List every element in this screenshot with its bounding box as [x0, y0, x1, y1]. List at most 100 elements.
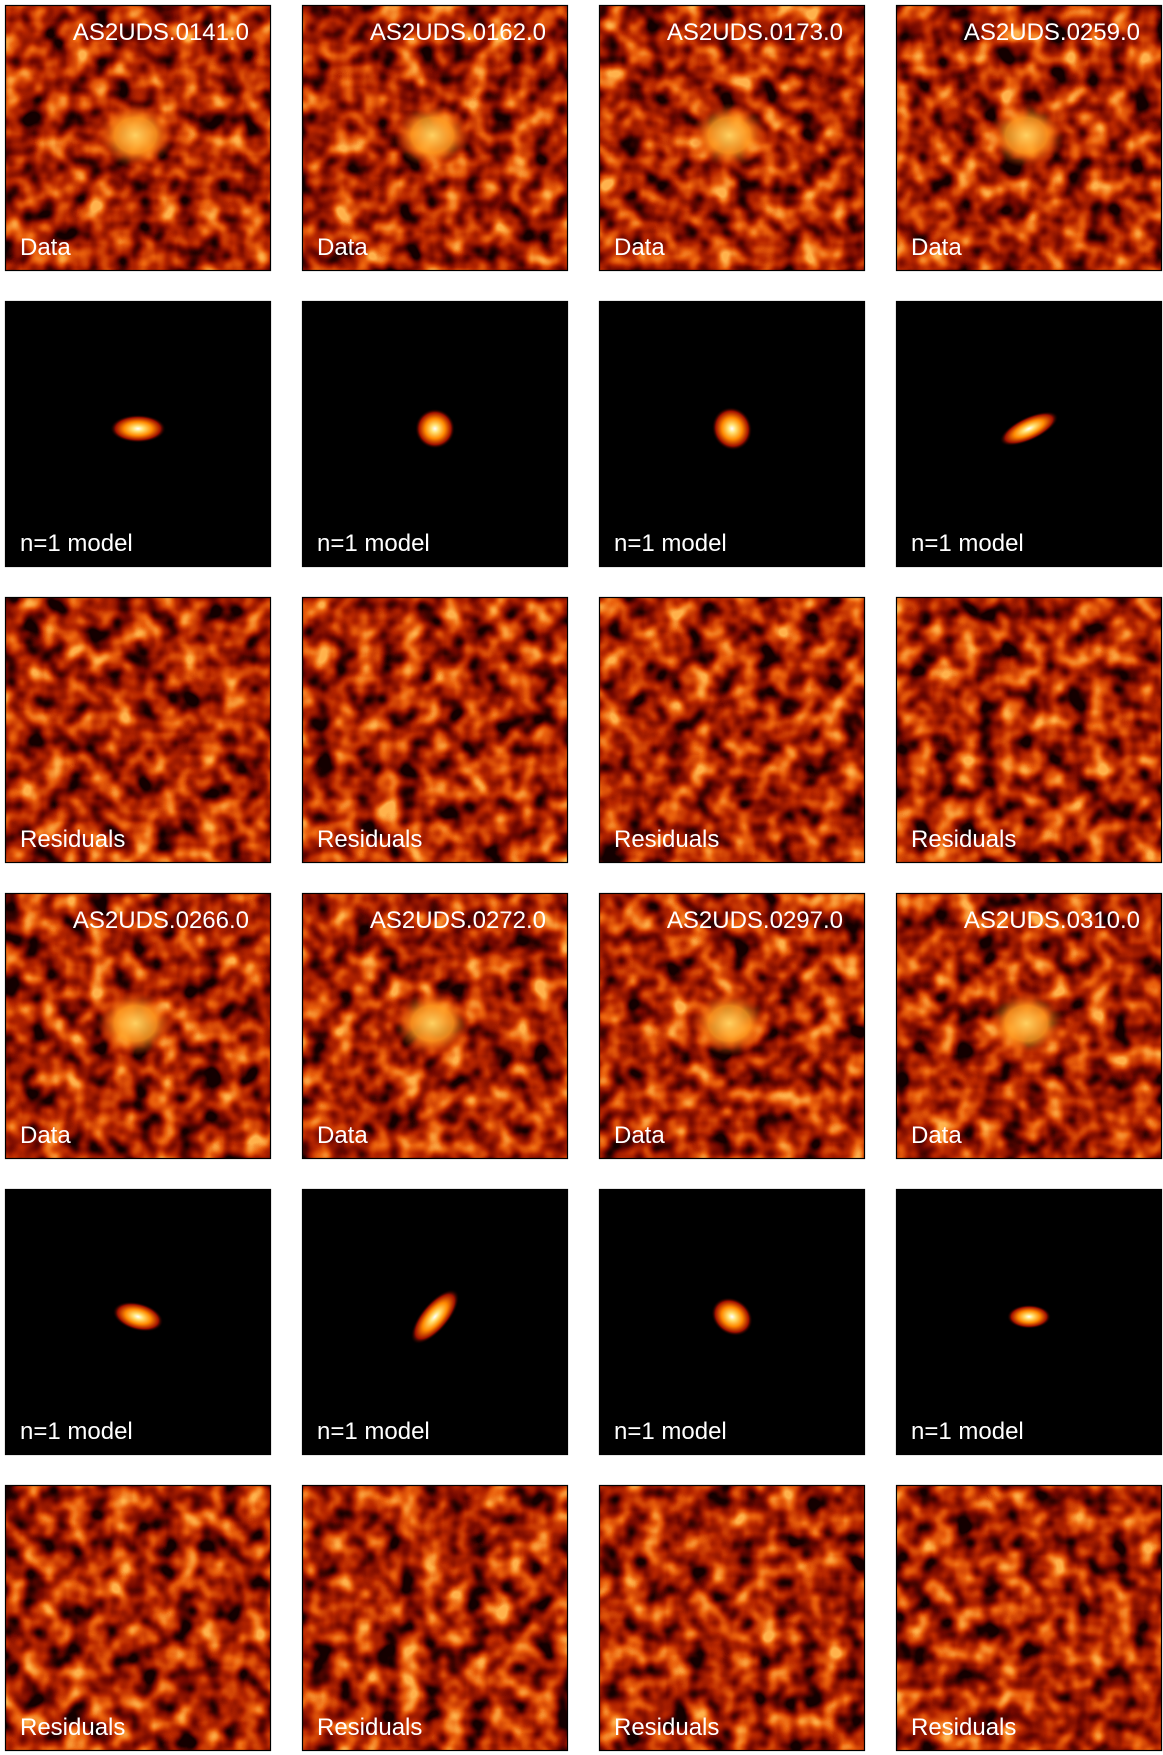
panel-label: n=1 model — [614, 530, 727, 557]
panel-label: Data — [317, 1122, 368, 1149]
panel-frame — [598, 1484, 866, 1752]
source-name: AS2UDS.0141.0 — [73, 19, 249, 46]
panel: AS2UDS.0259.0 Data — [895, 4, 1163, 272]
panel: AS2UDS.0272.0 Data — [301, 892, 569, 1160]
panel: Residuals — [598, 596, 866, 864]
panel-frame — [895, 4, 1163, 272]
panel-label: Residuals — [20, 1714, 125, 1741]
source-blob — [394, 103, 471, 168]
panel: n=1 model — [4, 1188, 272, 1456]
source-blob — [394, 991, 471, 1056]
panel-frame — [895, 596, 1163, 864]
panel: Residuals — [4, 1484, 272, 1752]
panel: n=1 model — [598, 300, 866, 568]
panel: Residuals — [895, 596, 1163, 864]
panel-label: n=1 model — [911, 1418, 1024, 1445]
model-source — [410, 1289, 460, 1345]
panel-label: Data — [911, 234, 962, 261]
panel-frame — [301, 1484, 569, 1752]
panel: AS2UDS.0310.0 Data — [895, 892, 1163, 1160]
residual-image — [599, 1485, 865, 1751]
panel-frame — [895, 300, 1163, 568]
panel-label: Residuals — [20, 826, 125, 853]
source-name: AS2UDS.0173.0 — [667, 19, 843, 46]
source-name: AS2UDS.0297.0 — [667, 907, 843, 934]
panel-label: Residuals — [317, 1714, 422, 1741]
source-name: AS2UDS.0266.0 — [73, 907, 249, 934]
panel-frame — [301, 300, 569, 568]
panel-frame — [598, 4, 866, 272]
panel-label: n=1 model — [20, 1418, 133, 1445]
panel-frame — [301, 1188, 569, 1456]
panel-frame — [4, 300, 272, 568]
source-blob — [988, 991, 1065, 1056]
panel-label: n=1 model — [614, 1418, 727, 1445]
model-source — [415, 408, 455, 449]
panel-label: Residuals — [317, 826, 422, 853]
model-source — [711, 1297, 753, 1337]
source-name: AS2UDS.0259.0 — [964, 19, 1140, 46]
panel: Residuals — [4, 596, 272, 864]
panel: n=1 model — [895, 1188, 1163, 1456]
panel-label: n=1 model — [317, 530, 430, 557]
panel-frame — [598, 300, 866, 568]
panel-frame — [4, 1484, 272, 1752]
panel-label: Residuals — [614, 826, 719, 853]
panel-label: Data — [20, 234, 71, 261]
panel: Residuals — [301, 596, 569, 864]
panel-label: n=1 model — [317, 1418, 430, 1445]
panel-label: Data — [614, 234, 665, 261]
source-blob — [97, 991, 174, 1056]
model-source — [110, 414, 166, 443]
panel: AS2UDS.0173.0 Data — [598, 4, 866, 272]
panel-frame — [598, 596, 866, 864]
panel: AS2UDS.0162.0 Data — [301, 4, 569, 272]
panel: n=1 model — [301, 1188, 569, 1456]
panel-frame — [895, 1484, 1163, 1752]
source-blob — [691, 103, 768, 168]
residual-image — [599, 597, 865, 863]
panel-label: n=1 model — [20, 530, 133, 557]
model-source — [1007, 1304, 1051, 1329]
panel-frame — [301, 892, 569, 1160]
panel-frame — [895, 1188, 1163, 1456]
model-source — [999, 411, 1059, 447]
panel-frame — [895, 892, 1163, 1160]
panel: AS2UDS.0297.0 Data — [598, 892, 866, 1160]
residual-image — [5, 597, 271, 863]
source-blob — [691, 991, 768, 1056]
panel-frame — [4, 4, 272, 272]
panel-label: n=1 model — [911, 530, 1024, 557]
panel-frame — [598, 892, 866, 1160]
residual-image — [896, 1485, 1162, 1751]
residual-image — [302, 1485, 568, 1751]
panel-label: Residuals — [614, 1714, 719, 1741]
model-source — [711, 406, 753, 451]
model-source — [112, 1301, 164, 1332]
panel: n=1 model — [598, 1188, 866, 1456]
panel-label: Data — [614, 1122, 665, 1149]
panel-frame — [301, 4, 569, 272]
panel-frame — [301, 596, 569, 864]
panel: Residuals — [895, 1484, 1163, 1752]
source-blob — [988, 103, 1065, 168]
source-name: AS2UDS.0310.0 — [964, 907, 1140, 934]
panel: AS2UDS.0266.0 Data — [4, 892, 272, 1160]
panel-frame — [598, 1188, 866, 1456]
panel: n=1 model — [301, 300, 569, 568]
residual-image — [5, 1485, 271, 1751]
source-blob — [97, 103, 174, 168]
residual-image — [302, 597, 568, 863]
source-name: AS2UDS.0272.0 — [370, 907, 546, 934]
panel: n=1 model — [895, 300, 1163, 568]
panel: n=1 model — [4, 300, 272, 568]
panel: Residuals — [598, 1484, 866, 1752]
source-name: AS2UDS.0162.0 — [370, 19, 546, 46]
panel-label: Data — [911, 1122, 962, 1149]
panel-label: Residuals — [911, 826, 1016, 853]
panel: Residuals — [301, 1484, 569, 1752]
panel-label: Data — [20, 1122, 71, 1149]
panel-label: Residuals — [911, 1714, 1016, 1741]
panel-frame — [4, 892, 272, 1160]
